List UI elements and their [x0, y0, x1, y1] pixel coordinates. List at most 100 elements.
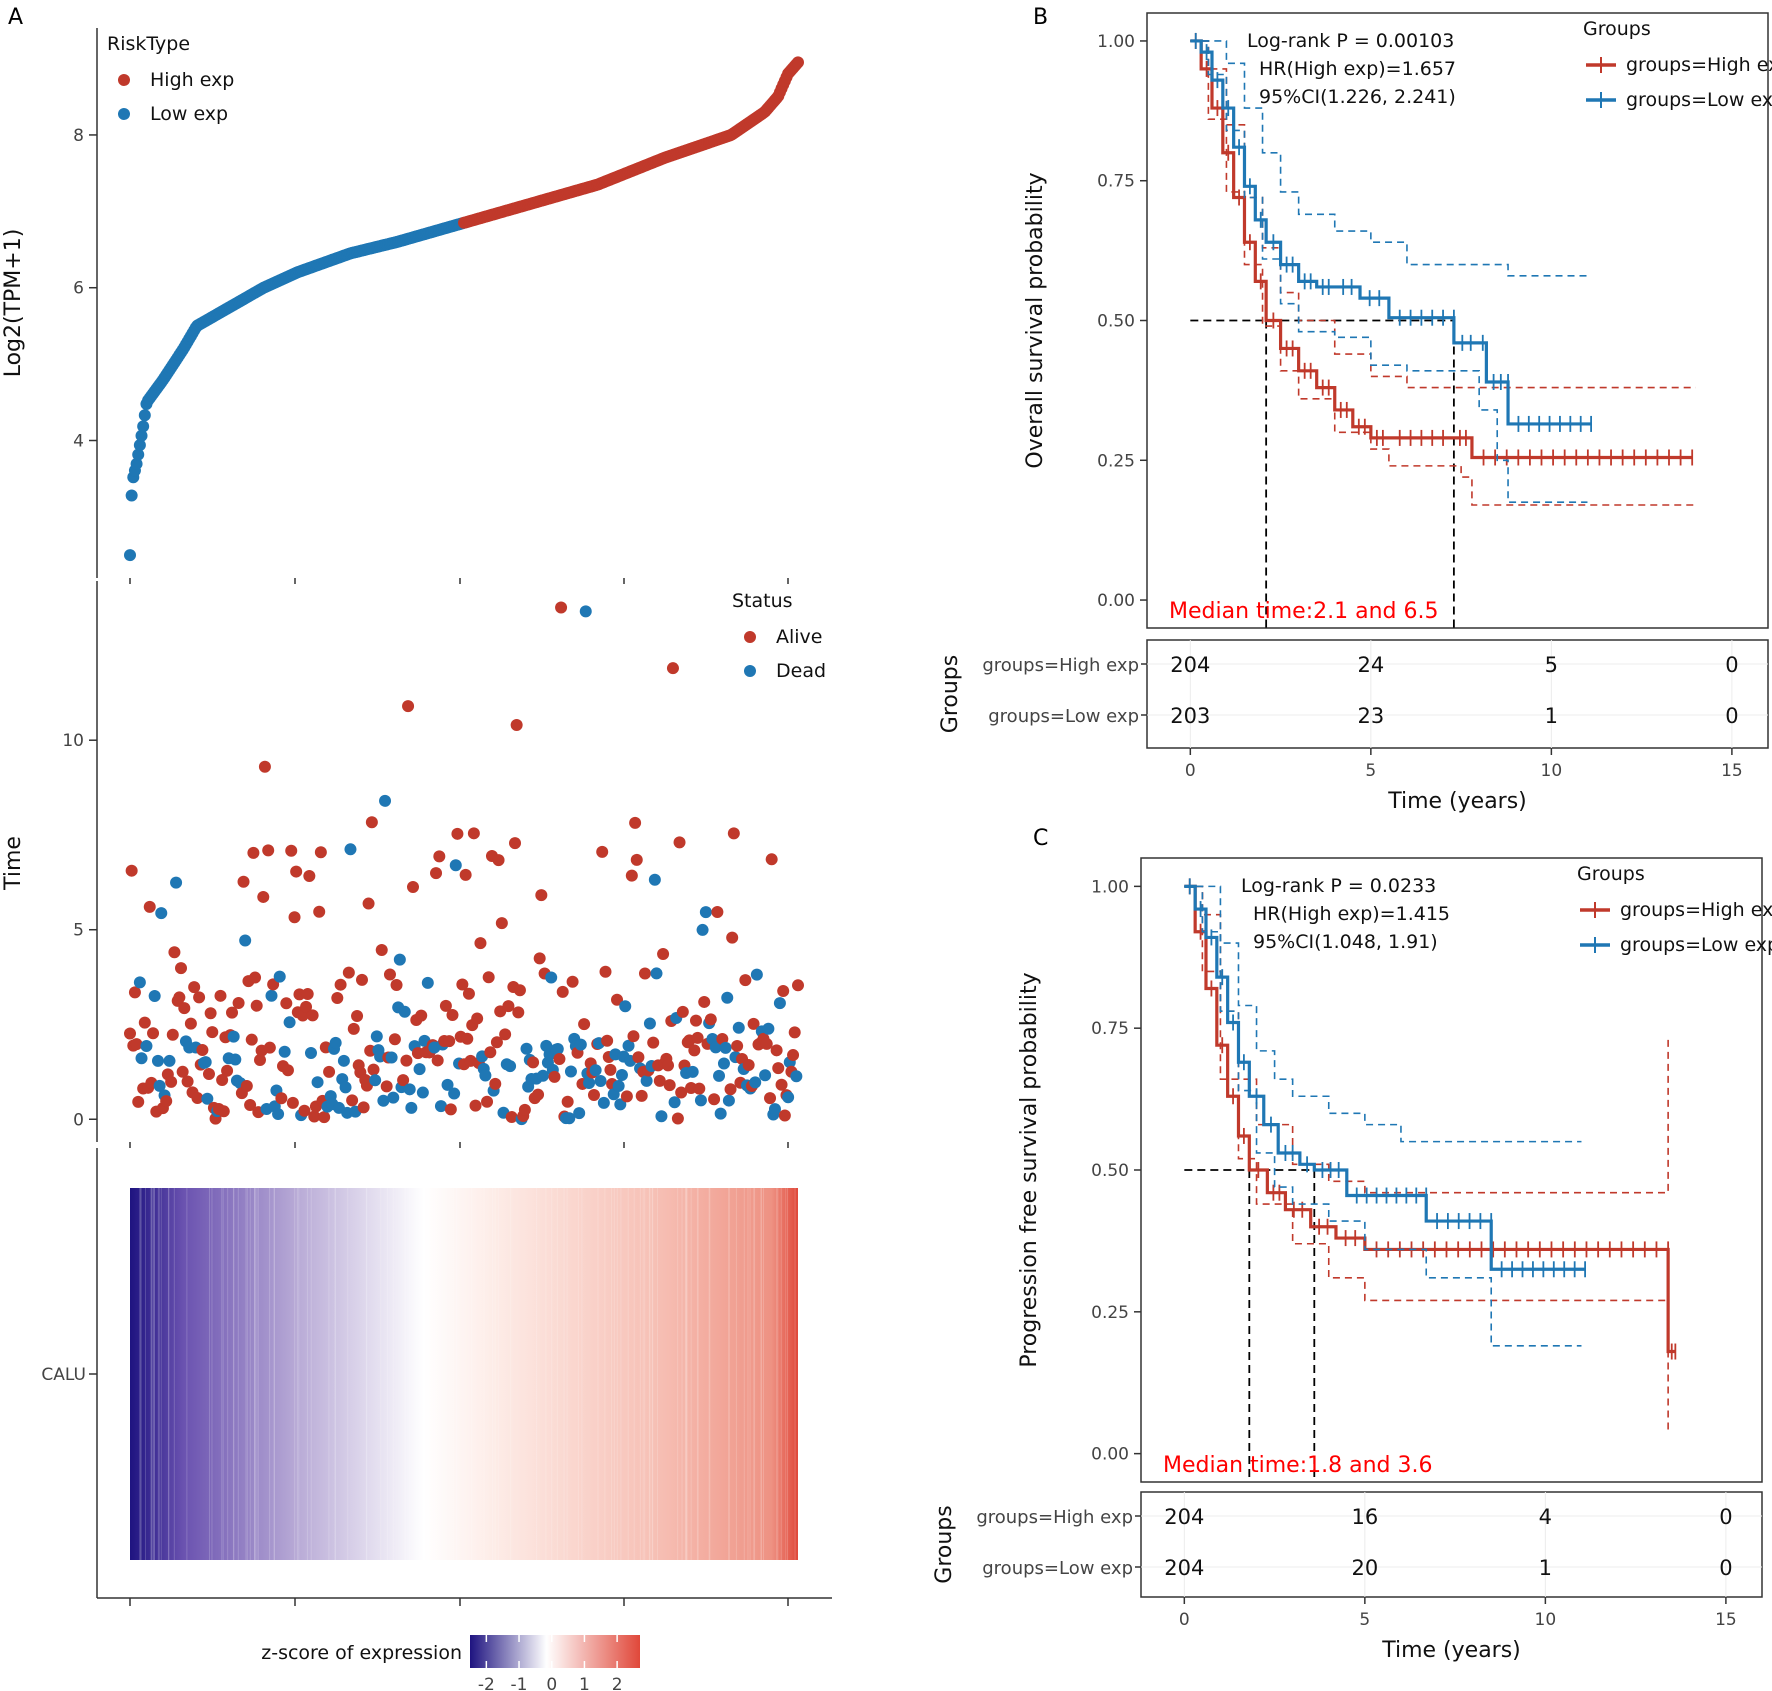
survival-point — [555, 601, 568, 614]
risk-table-title: Groups — [932, 1505, 957, 1583]
km-curve — [1190, 39, 1693, 460]
colorbar-ramp — [470, 1635, 640, 1668]
legend-low-exp-dot — [118, 108, 130, 120]
survival-point — [691, 1031, 704, 1044]
survival-point — [469, 1099, 482, 1112]
survival-point — [355, 973, 368, 986]
survival-point — [686, 1065, 699, 1078]
survival-point — [178, 1002, 191, 1015]
survival-point — [742, 1059, 755, 1072]
survival-point — [675, 1086, 688, 1099]
survival-point — [184, 1017, 197, 1030]
survival-point — [495, 917, 508, 930]
km-ci-lower — [1190, 40, 1696, 506]
survival-point — [747, 1017, 760, 1030]
km-ytick-label: 1.00 — [1097, 32, 1135, 52]
survival-point — [298, 1104, 311, 1117]
survival-point — [777, 984, 790, 997]
survival-point — [217, 1105, 230, 1118]
survival-point — [709, 1041, 722, 1054]
survival-point — [471, 1012, 484, 1025]
km-legend-label: groups=High exp — [1626, 54, 1772, 76]
risk-count: 0 — [1725, 653, 1738, 677]
survival-point — [513, 984, 526, 997]
survival-point — [288, 911, 301, 924]
survival-point — [318, 1111, 331, 1124]
survival-point — [551, 1043, 564, 1056]
survival-point — [221, 1064, 234, 1077]
survival-point — [130, 1038, 143, 1051]
survival-point — [556, 985, 569, 998]
km-ci-upper — [1190, 40, 1588, 277]
survival-point — [640, 1074, 653, 1087]
survival-point — [403, 1083, 416, 1096]
survival-point — [532, 1088, 545, 1101]
survival-point — [347, 1022, 360, 1035]
survival-point — [362, 897, 375, 910]
survival-point — [696, 923, 709, 936]
survival-point — [400, 1054, 413, 1067]
survival-point — [204, 1007, 217, 1020]
risk-count: 5 — [1545, 653, 1558, 677]
rank-point — [792, 56, 804, 69]
survival-point — [574, 1038, 587, 1051]
survival-point — [724, 1083, 737, 1096]
survival-point — [505, 1111, 518, 1124]
survival-point — [214, 989, 227, 1002]
survival-point — [489, 1077, 502, 1090]
survival-point — [132, 1095, 145, 1108]
survival-point — [448, 1087, 461, 1100]
risk-count: 16 — [1351, 1505, 1378, 1529]
survival-point — [731, 1039, 744, 1052]
survival-point — [151, 1054, 164, 1067]
survival-point — [446, 1009, 459, 1022]
risk-table-frame — [1146, 639, 1769, 749]
survival-point — [589, 1064, 602, 1077]
survival-point — [726, 931, 739, 944]
expression-rank-plot: Log2(TPM+1) RiskType High exp Low exp — [1, 28, 234, 578]
survival-point — [357, 1101, 370, 1114]
survival-point — [657, 948, 670, 961]
survival-point — [173, 991, 186, 1004]
survival-point — [421, 976, 434, 989]
survival-point — [273, 970, 286, 983]
survival-point — [545, 971, 558, 984]
survival-point — [765, 853, 778, 866]
survival-point — [536, 1069, 549, 1082]
km-ci-lower — [1184, 885, 1582, 1347]
survival-point — [689, 1014, 702, 1027]
survival-point — [561, 1095, 574, 1108]
survival-point — [176, 1065, 189, 1078]
survival-point — [760, 1037, 773, 1050]
survival-scatter-plot: Time Status Alive Dead — [1, 581, 826, 1142]
survival-point — [481, 1095, 494, 1108]
survival-point — [181, 1075, 194, 1088]
survival-point — [286, 1096, 299, 1109]
risk-count: 204 — [1164, 1556, 1204, 1580]
panel-letter-a: A — [8, 5, 23, 30]
survival-point — [762, 1022, 775, 1035]
survival-point — [782, 1091, 795, 1104]
survival-point — [638, 967, 651, 980]
survival-point — [434, 1100, 447, 1113]
survival-point — [653, 1074, 666, 1087]
survival-point — [635, 1089, 648, 1102]
km-ytick-label: 0.25 — [1097, 451, 1135, 471]
survival-point — [563, 1112, 576, 1125]
survival-point — [553, 1052, 566, 1065]
surv-points — [124, 601, 804, 1126]
risk-count: 203 — [1170, 704, 1210, 728]
km-progression-free-survival: 0.00 0.25 0.50 0.75 1.00 Progression free sur… — [932, 857, 1772, 1663]
survival-point — [188, 981, 201, 994]
risk-count: 23 — [1357, 704, 1384, 728]
km-annotation-line: HR(High exp)=1.657 — [1259, 58, 1456, 80]
survival-point — [619, 1000, 632, 1013]
survival-point — [711, 905, 724, 918]
survival-point — [390, 978, 403, 991]
rank-point — [130, 457, 143, 470]
survival-point — [245, 1033, 258, 1046]
km-ytick-label: 0.50 — [1097, 312, 1135, 332]
survival-point — [206, 1026, 219, 1039]
survival-point — [727, 827, 740, 840]
risk-count: 1 — [1539, 1556, 1552, 1580]
